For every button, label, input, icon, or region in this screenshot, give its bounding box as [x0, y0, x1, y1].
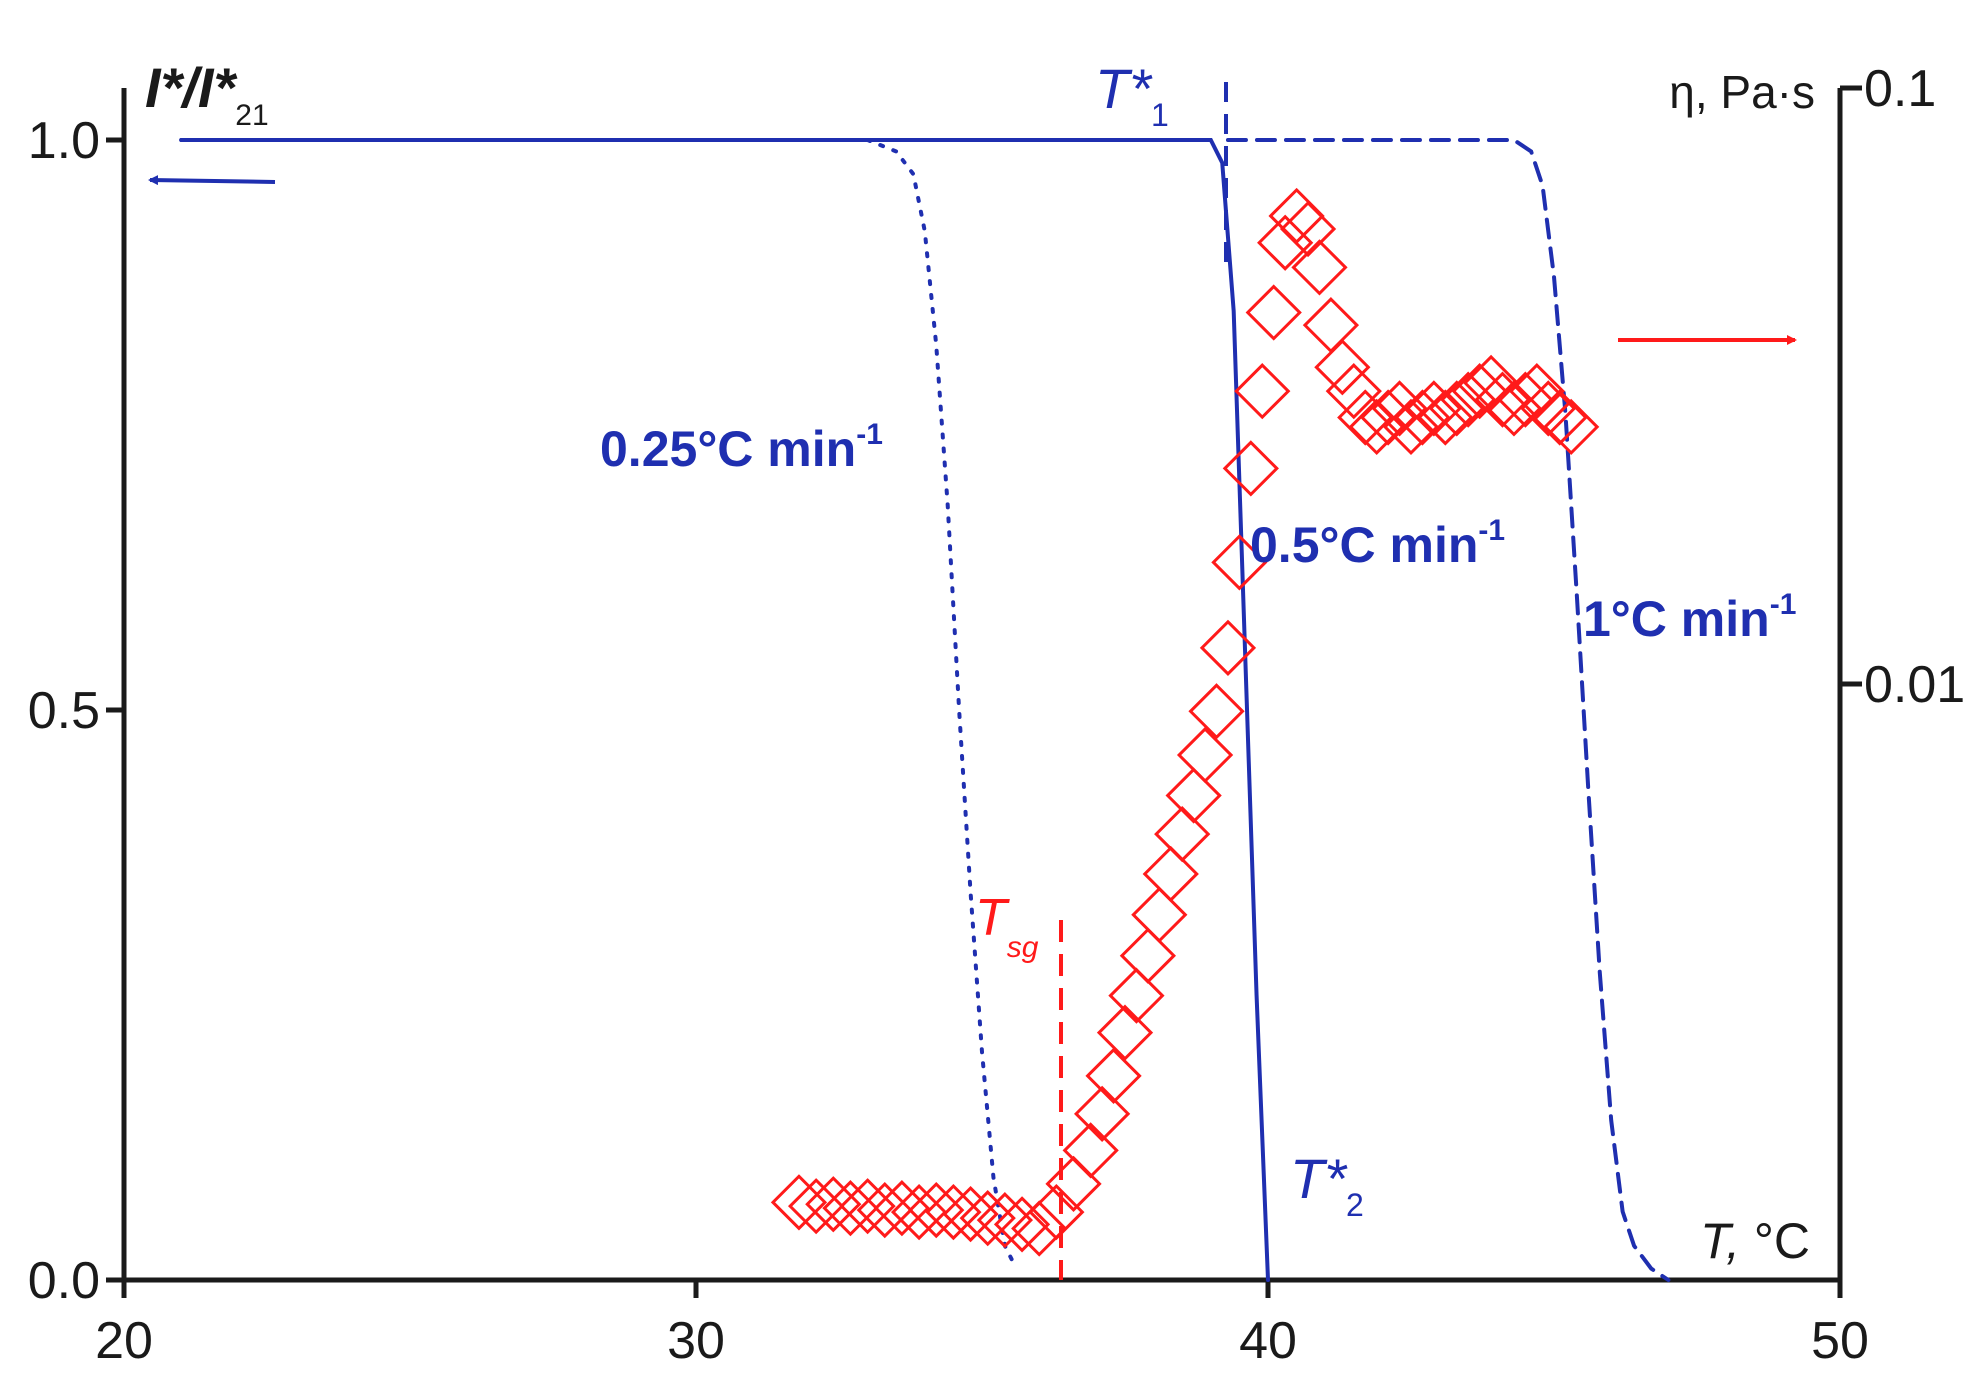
tsg-annotation: Tsg: [975, 889, 1039, 964]
eta-data-point: [1211, 534, 1268, 591]
rate-025-sup: -1: [856, 418, 883, 451]
x-tick-label: 40: [1239, 1312, 1297, 1370]
eta-data-point: [839, 1178, 896, 1235]
eta-data-point: [856, 1181, 913, 1239]
x-axis-label-var: T,: [1700, 1213, 1740, 1269]
eta-data-point: [1497, 371, 1554, 428]
eta-data-point: [925, 1183, 982, 1241]
y-right-ticks: 0.01 0.1: [1840, 60, 1965, 714]
eta-data-point: [1543, 398, 1600, 456]
eta-data-point: [1119, 927, 1177, 984]
y-left-label-main: I*/I*: [145, 56, 237, 119]
x-axis-label-unit: °C: [1740, 1213, 1810, 1269]
y-left-label-sub: 21: [235, 99, 268, 132]
eta-data-point: [1142, 845, 1199, 903]
rate-05-text: 0.5°C min: [1250, 517, 1478, 573]
y-right-tick-label: 0.1: [1864, 60, 1936, 118]
y-left-label: I*/I*21: [145, 56, 269, 132]
y-left-tick-label: 0.0: [28, 1252, 100, 1310]
t2-annotation: T*2: [1290, 1147, 1364, 1223]
marker-layer: [770, 187, 1600, 1257]
y-left-ticks: 0.0 0.5 1.0: [28, 112, 124, 1310]
eta-data-point: [1108, 967, 1165, 1024]
eta-data-point: [993, 1196, 1051, 1253]
rate-1-sup: -1: [1770, 588, 1797, 621]
eta-data-point: [1314, 339, 1371, 396]
eta-data-point: [1176, 726, 1234, 784]
eta-data-point: [1428, 380, 1485, 437]
eta-data-point: [1165, 767, 1222, 824]
eta-data-point: [1405, 380, 1463, 437]
eta-data-point: [1028, 1183, 1085, 1241]
eta-data-point: [908, 1181, 965, 1239]
rate-05-label: 0.5°C min-1: [1250, 514, 1505, 573]
eta-data-point: [1291, 239, 1348, 296]
eta-data-point: [1085, 1047, 1142, 1105]
eta-data-point: [822, 1180, 879, 1237]
eta-data-point: [1222, 440, 1279, 497]
eta-data-point: [1394, 389, 1451, 446]
eta-data-point: [1531, 389, 1588, 446]
eta-data-point: [1348, 398, 1405, 456]
rate-1-text: 1°C min: [1583, 591, 1770, 647]
eta-data-point: [1508, 363, 1565, 420]
y-right-label: η, Pa·s: [1669, 66, 1815, 118]
eta-data-point: [890, 1183, 948, 1241]
x-tick-label: 30: [667, 1312, 725, 1370]
eta-data-point: [1325, 363, 1382, 420]
t2-sub: 2: [1346, 1187, 1364, 1223]
eta-data-point: [959, 1190, 1016, 1247]
x-ticks: 20 30 40 50: [95, 1280, 1869, 1370]
eta-data-point: [1131, 886, 1188, 943]
t1-annotation: T*1: [1095, 57, 1169, 133]
y-left-tick-label: 1.0: [28, 112, 100, 170]
eta-data-point: [1382, 398, 1440, 456]
eta-data-point: [976, 1192, 1034, 1249]
series-layer: [179, 138, 1671, 1282]
eta-data-point: [1073, 1085, 1131, 1142]
eta-data-point: [1245, 284, 1302, 341]
eta-data-point: [1062, 1122, 1119, 1179]
eta-data-point: [1188, 683, 1245, 740]
eta-data-point: [1234, 363, 1291, 420]
y-right-tick-label: 0.01: [1864, 656, 1965, 714]
t1-sub: 1: [1151, 97, 1169, 133]
eta-data-point: [787, 1178, 845, 1235]
tsg-sub: sg: [1007, 931, 1039, 964]
eta-data-point: [805, 1176, 862, 1233]
eta-data-point: [1451, 363, 1508, 420]
eta-data-point: [1154, 805, 1211, 863]
y-left-tick-label: 0.5: [28, 682, 100, 740]
eta-data-point: [942, 1185, 999, 1243]
eta-data-point: [1279, 200, 1337, 258]
eta-data-point: [1474, 371, 1531, 428]
x-tick-label: 20: [95, 1312, 153, 1370]
t2-main: T*: [1290, 1147, 1348, 1210]
eta-data-point: [1417, 389, 1474, 446]
eta-data-point: [770, 1174, 828, 1231]
eta-data-point: [1199, 619, 1257, 676]
eta-data-point: [1011, 1200, 1068, 1257]
rate-025-text: 0.25°C min: [600, 421, 856, 477]
eta-data-point: [1302, 297, 1360, 354]
series-line-solid: [179, 138, 1270, 1282]
left-axis-arrow: [148, 175, 276, 186]
rate-05-sup: -1: [1478, 514, 1505, 547]
series-line-dashed: [1225, 138, 1671, 1282]
eta-data-point: [1462, 354, 1520, 412]
t1-main: T*: [1095, 57, 1153, 120]
eta-data-point: [1520, 380, 1577, 437]
rate-1-label: 1°C min-1: [1583, 588, 1796, 647]
series-line-dotted: [179, 138, 1019, 1271]
x-tick-label: 50: [1811, 1312, 1869, 1370]
tsg-main: T: [975, 889, 1010, 947]
eta-data-point: [873, 1180, 931, 1237]
eta-data-point: [1485, 380, 1543, 437]
x-axis-label: T, °C: [1700, 1213, 1810, 1269]
rate-025-label: 0.25°C min-1: [600, 418, 883, 477]
eta-data-point: [1096, 1004, 1154, 1061]
